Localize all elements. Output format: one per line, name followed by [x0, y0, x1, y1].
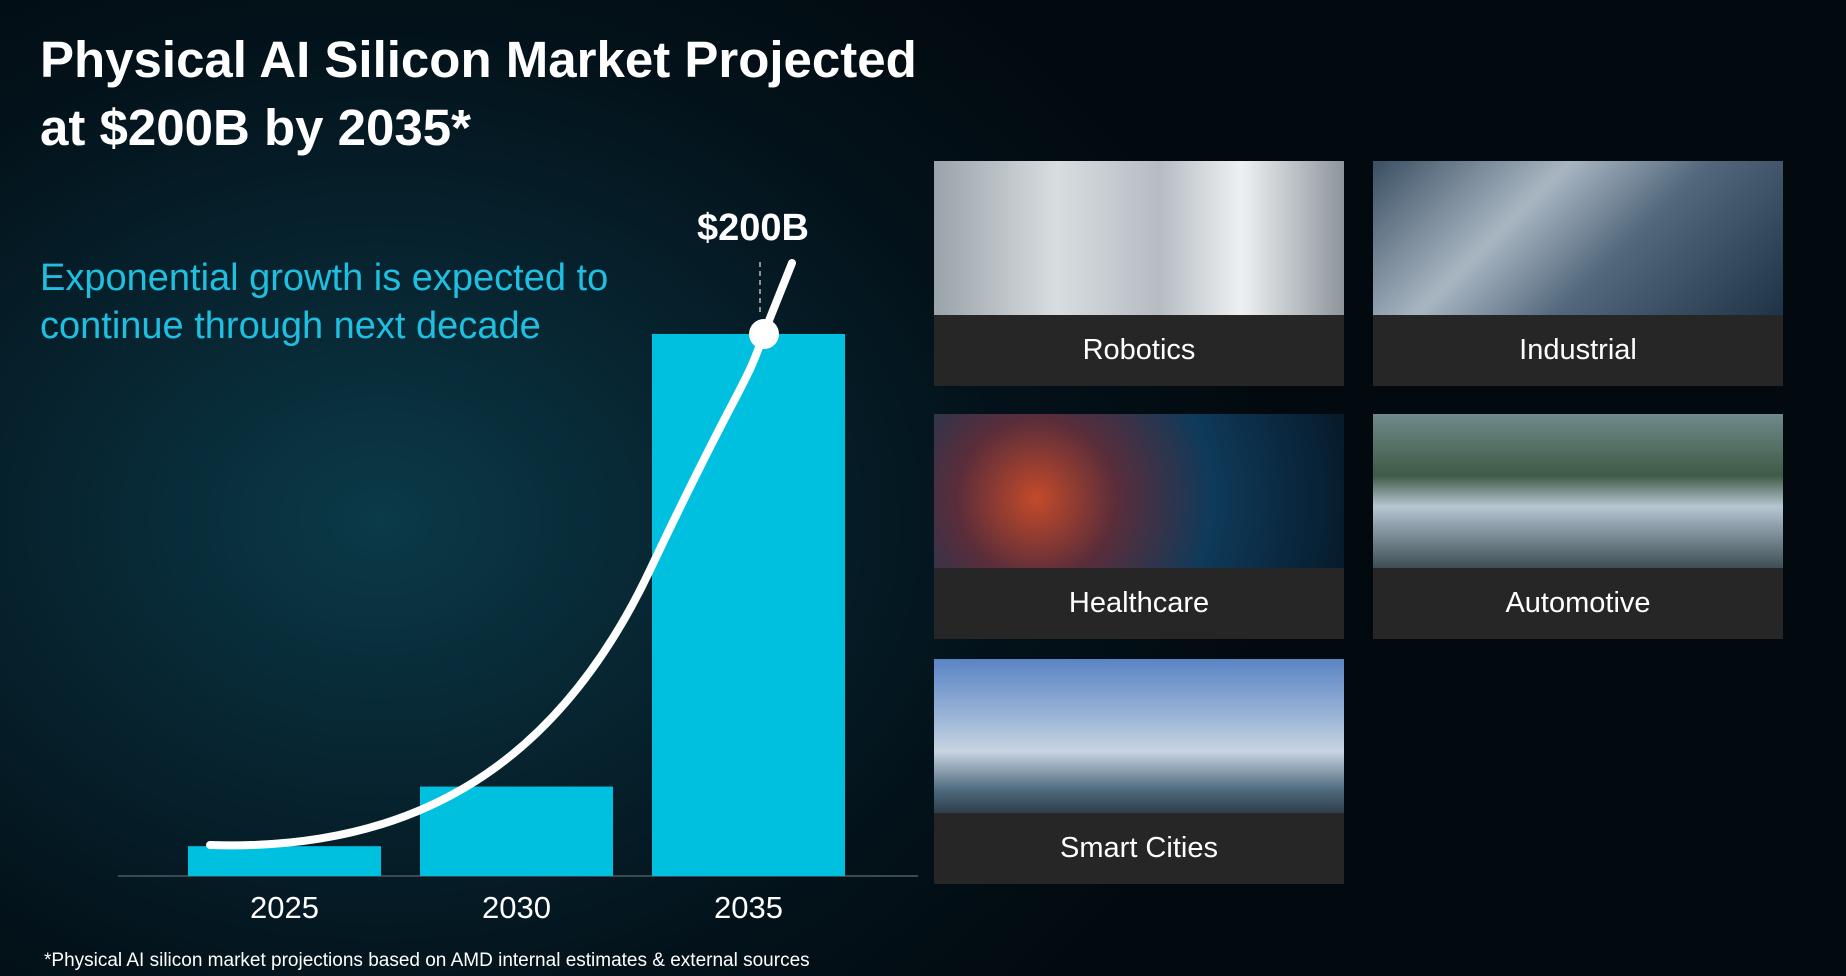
panel-label: Robotics [1082, 334, 1196, 366]
panel: Healthcare [934, 414, 1344, 639]
photo [1373, 414, 1783, 568]
bar [652, 334, 845, 876]
value-label: $200B [697, 207, 809, 249]
title-line: Physical AI Silicon Market Projected [40, 31, 917, 88]
panel-label: Automotive [1505, 587, 1651, 619]
panel: Automotive [1373, 414, 1783, 639]
point-marker [749, 319, 779, 349]
bars [188, 334, 845, 876]
photo [934, 414, 1344, 568]
panel-label: Smart Cities [1060, 832, 1218, 864]
bar [188, 846, 381, 876]
panel: Industrial [1373, 161, 1783, 386]
panel-label: Healthcare [1068, 587, 1210, 619]
subtitle-line: Exponential growth is expected to [40, 257, 609, 299]
panel-label: Industrial [1519, 334, 1637, 366]
x-tick-label: 2025 [250, 890, 319, 925]
x-tick-label: 2030 [482, 890, 551, 925]
panel: Robotics [934, 161, 1344, 386]
footnote: *Physical AI silicon market projections … [44, 950, 810, 971]
photo [934, 659, 1344, 813]
bar [420, 786, 613, 876]
title: Physical AI Silicon Market Projected at … [40, 26, 917, 162]
title-line: at $200B by 2035* [40, 99, 471, 156]
subtitle-line: continue through next decade [40, 305, 541, 347]
photo [1373, 161, 1783, 315]
photo [934, 161, 1344, 315]
subtitle: Exponential growth is expected to contin… [40, 254, 608, 350]
panel: Smart Cities [934, 659, 1344, 884]
growth-curve [206, 259, 796, 850]
overlay: 2025 2030 2035 $200B [250, 207, 809, 925]
x-tick-label: 2035 [714, 890, 783, 925]
